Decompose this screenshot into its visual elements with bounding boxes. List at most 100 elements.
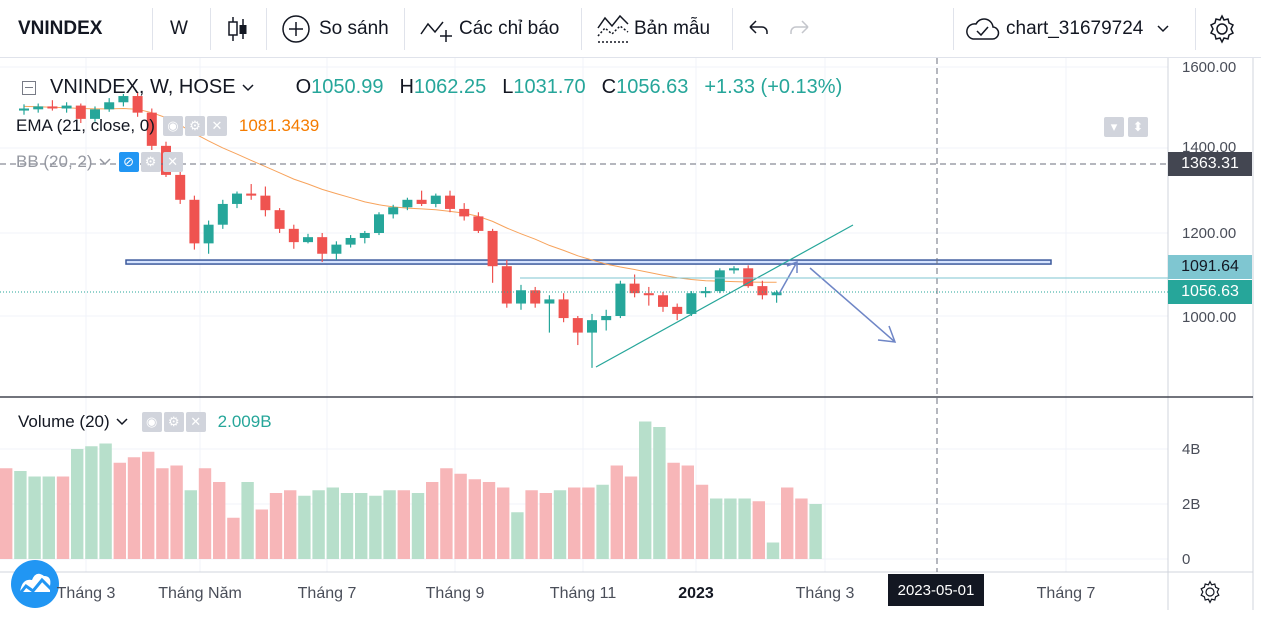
candle-body [572,318,583,333]
candle [374,212,384,236]
symbol-search-button[interactable]: VNINDEX [18,0,102,58]
interval-button[interactable]: W [170,0,188,58]
candle [530,286,541,308]
candle [90,106,100,122]
volume-bar [440,468,453,559]
chevron-down-icon[interactable] [116,418,128,426]
eye-icon[interactable]: ◉ [162,116,183,136]
time-label: Tháng 3 [795,585,855,602]
gear-icon[interactable]: ⚙ [140,152,161,172]
candle [601,309,612,331]
chevron-down-icon [1157,25,1169,33]
candle [189,195,200,250]
candle-body [601,316,612,321]
volume-bar [553,490,567,559]
change-value: +1.33 (+0.13%) [704,76,843,98]
gear-icon [1207,14,1237,44]
compare-button[interactable]: So sánh [281,0,389,58]
time-label: Tháng 7 [297,585,357,602]
bb-legend[interactable]: BB (20, 2) ⊘ ⚙ ✕ [16,152,183,172]
symbol-label: VNINDEX [18,18,103,39]
candle [260,186,271,217]
candle-body [288,228,299,243]
eye-icon[interactable]: ◉ [141,412,162,432]
chart-area[interactable] [0,58,1261,627]
candle [686,291,697,316]
gear-icon[interactable]: ⚙ [184,116,205,136]
legend-title[interactable]: VNINDEX, W, HOSE [50,76,236,98]
volume-bar [653,427,666,559]
candle [672,303,683,321]
candle [118,93,129,107]
maximize-pane-icon[interactable]: ⬍ [1128,117,1148,137]
candle [331,241,342,260]
volume-bar [624,476,638,559]
candle [544,295,555,333]
candle [146,108,157,150]
volume-bar [198,468,212,559]
candle [516,284,526,310]
close-icon[interactable]: ✕ [206,116,227,136]
candle [771,290,782,303]
candle [587,313,597,368]
candle-body [459,208,470,217]
time-label: Tháng 3 [56,585,116,602]
volume-bar [639,421,652,559]
trend-drawings[interactable] [595,224,897,368]
volume-bar [369,495,382,559]
candle [487,228,498,283]
toolbar-divider [266,8,267,50]
indicators-button[interactable]: Các chỉ báo [419,0,559,58]
volume-legend[interactable]: Volume (20) ◉ ⚙ ✕ 2.009B [18,412,272,432]
close-icon[interactable]: ✕ [162,152,183,172]
arrow-down-head [877,325,897,343]
ema-label: EMA (21, close, 0) [16,116,155,135]
candle-body [487,230,498,267]
trendline [595,224,854,368]
redo-button[interactable] [788,0,812,58]
chart-style-button[interactable] [226,0,250,58]
legend-collapse-icon[interactable] [22,80,36,95]
candle [19,104,29,115]
chevron-down-icon[interactable] [99,158,111,166]
candle [317,233,328,263]
candle-body [629,283,640,294]
ema-legend[interactable]: EMA (21, close, 0) ◉ ⚙ ✕ 1081.3439 [16,116,319,136]
price-tick: 1000.00 [1182,309,1237,326]
collapse-pane-icon[interactable]: ▾ [1104,117,1124,137]
chevron-down-icon[interactable] [242,83,254,92]
volume-bar [695,484,709,559]
candle-body [530,290,541,304]
templates-button[interactable]: Bản mẫu [596,0,710,58]
candle-body [771,292,782,296]
arrow-up-head [786,260,798,273]
volume-bar [809,504,822,559]
candle-body [658,295,668,307]
close-icon[interactable]: ✕ [185,412,206,432]
indicator-line-icon [419,14,453,44]
volume-bar [781,487,794,559]
axis-settings-button[interactable] [1198,580,1222,609]
candle [558,293,569,323]
volume-tick: 2B [1182,496,1201,513]
candle [729,266,739,274]
toolbar-divider [732,8,733,50]
candle-body [75,105,86,119]
candle-body [274,210,285,229]
high-value: 1062.25 [413,76,487,98]
volume-label: Volume (20) [18,412,110,431]
candle-body [615,283,626,316]
settings-button[interactable] [1207,0,1237,58]
crosshair-date-label: 2023-05-01 [888,574,984,606]
candle-body [359,233,370,238]
candle [416,190,427,207]
toolbar-divider [581,8,582,50]
gear-icon[interactable]: ⚙ [163,412,184,432]
volume-bar [340,493,354,559]
hidden-eye-icon[interactable]: ⊘ [118,152,139,172]
candle-body [416,199,427,204]
save-layout-button[interactable]: chart_31679724 [964,0,1169,58]
undo-button[interactable] [746,0,770,58]
candle [345,235,356,248]
volume-bar [284,490,297,559]
